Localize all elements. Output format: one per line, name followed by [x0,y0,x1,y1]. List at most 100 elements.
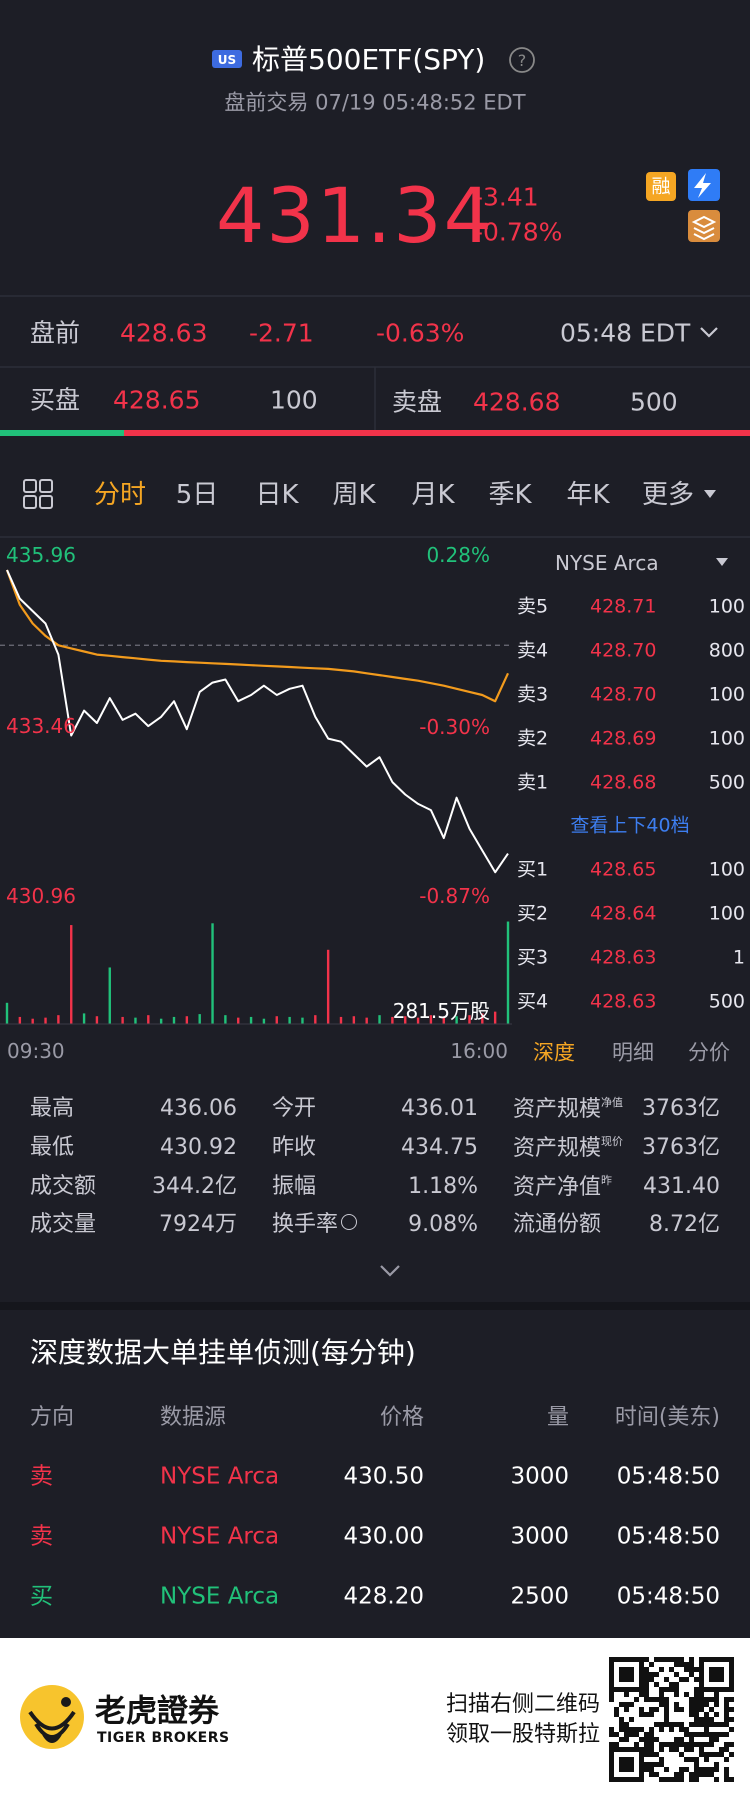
volume-bar [95,1016,99,1024]
qr-cell [639,1692,644,1697]
exchange-arrow[interactable] [716,558,728,566]
volume-bar [5,1002,9,1024]
qr-cell [719,1677,724,1682]
qr-cell [629,1767,634,1772]
qr-cell [684,1667,689,1672]
qr-cell [699,1752,704,1757]
volume-label: 281.5万股 [392,999,490,1023]
qr-cell [629,1762,634,1767]
qr-cell [649,1697,654,1702]
volume-bar [262,1018,266,1024]
qr-cell [669,1657,674,1662]
more-levels[interactable]: 查看上下40档 [570,814,690,837]
depth-source: NYSE Arca [160,1523,280,1550]
qr-cell [709,1717,714,1722]
qr-cell [639,1672,644,1677]
chart-tab[interactable]: 5日 [175,480,219,510]
exchange[interactable]: NYSE Arca [555,551,659,575]
chart-tab[interactable]: 年K [566,480,610,510]
qr-cell [674,1737,679,1742]
premarket-time[interactable]: 05:48 EDT [560,318,691,348]
qr-cell [704,1687,709,1692]
qr-cell [724,1697,729,1702]
book-side: 买3 [517,946,549,969]
more-arrow[interactable] [704,490,716,498]
qr-cell [659,1742,664,1747]
qr-cell [624,1762,629,1767]
qr-cell [609,1672,614,1677]
bid-label: 买盘 [30,385,81,415]
qr-cell [679,1707,684,1712]
book-size: 100 [708,858,745,881]
qr-cell [654,1657,659,1662]
volume-bar [506,921,510,1024]
chart-tab[interactable]: 更多 [641,480,695,510]
qr-cell [634,1657,639,1662]
qr-cell [684,1677,689,1682]
qr-cell [689,1747,694,1752]
qr-cell [644,1762,649,1767]
qr-cell [639,1747,644,1752]
qr-cell [619,1722,624,1727]
stat-value: 344.2亿 [152,1174,237,1199]
chart-tab[interactable]: 月K [411,480,455,510]
qr-cell [709,1707,714,1712]
layout-icon[interactable] [23,495,37,509]
qr-cell [694,1692,699,1697]
qr-cell [704,1702,709,1707]
expand-chevron[interactable] [380,1265,400,1277]
help-icon-mark: ? [518,51,527,70]
qr-cell [609,1667,614,1672]
qr-cell [619,1737,624,1742]
qr-cell [639,1777,644,1782]
qr-cell [674,1657,679,1662]
book-tab[interactable]: 明细 [612,1040,654,1065]
qr-cell [729,1707,734,1712]
qr-cell [634,1687,639,1692]
layout-icon[interactable] [23,479,37,493]
chart-tab[interactable]: 周K [332,480,376,510]
stat-value: 9.08% [408,1212,478,1237]
qr-cell [649,1752,654,1757]
qr-cell [609,1757,614,1762]
qr-cell [639,1762,644,1767]
volume-bar [224,1015,227,1024]
qr-cell [609,1727,614,1732]
info-icon[interactable] [341,1214,358,1230]
premarket-pct: -0.63% [376,318,465,348]
qr-cell [689,1667,694,1672]
qr-cell [684,1747,689,1752]
qr-cell [609,1767,614,1772]
qr-cell [619,1702,624,1707]
qr-cell [629,1672,634,1677]
qr-cell [674,1777,679,1782]
qr-cell [629,1727,634,1732]
qr-cell [709,1737,714,1742]
depth-time: 05:48:50 [616,1583,720,1610]
qr-cell [699,1707,704,1712]
qr-cell [609,1772,614,1777]
chart-tab[interactable]: 季K [488,480,532,510]
book-tab[interactable]: 分价 [688,1040,730,1065]
qr-cell [699,1732,704,1737]
qr-cell [719,1672,724,1677]
dropdown-chevron[interactable] [700,327,718,338]
qr-cell [729,1752,734,1757]
qr-cell [674,1702,679,1707]
chart-tab[interactable]: 分时 [93,480,147,510]
stat-label-text: 换手率 [272,1212,339,1237]
book-tab[interactable]: 深度 [533,1040,575,1065]
qr-cell [694,1702,699,1707]
subtitle: 盘前交易 07/19 05:48:52 EDT [224,90,526,115]
help-icon[interactable] [509,47,535,73]
qr-cell [679,1722,684,1727]
stat-value: 431.40 [643,1174,720,1199]
volume-bar [31,1018,34,1024]
qr-cell [614,1657,619,1662]
layout-icon[interactable] [39,479,53,493]
layout-icon[interactable] [39,495,53,509]
qr-cell [609,1762,614,1767]
chart-tab[interactable]: 日K [255,480,299,510]
volume-bar [378,1015,381,1024]
qr-cell [639,1667,644,1672]
